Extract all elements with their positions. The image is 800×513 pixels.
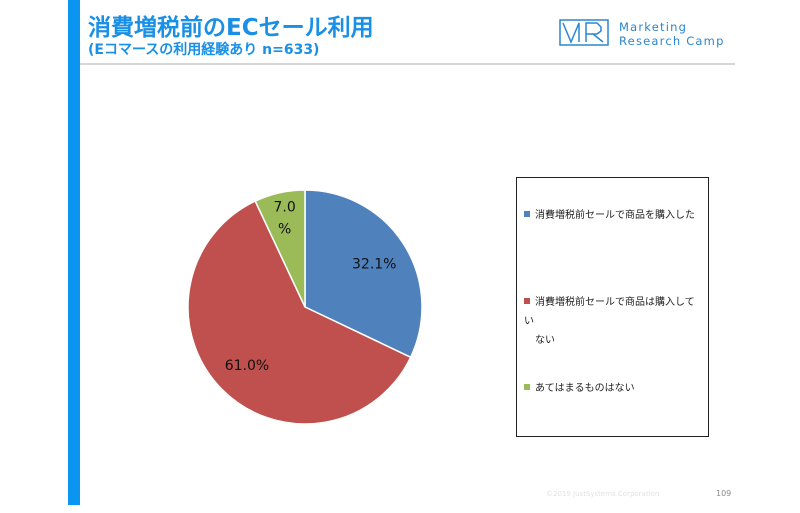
legend-label: 消費増税前セールで商品を購入した: [535, 210, 695, 221]
legend-label-continued: ない: [535, 335, 555, 346]
legend-swatch: [524, 298, 530, 304]
legend-item-not-purchased: 消費増税前セールで商品は購入してい ない: [524, 293, 704, 350]
page-number: 109: [716, 489, 732, 498]
chart-legend: 消費増税前セールで商品を購入した 消費増税前セールで商品は購入してい ない あて…: [516, 177, 709, 437]
pie-slice-purchased: [304, 189, 423, 359]
legend-item-none: あてはまるものはない: [524, 379, 704, 398]
logo: Marketing Research Camp: [559, 19, 734, 49]
page-title: 消費増税前のECセール利用: [88, 15, 374, 41]
legend-item-purchased: 消費増税前セールで商品を購入した: [524, 206, 704, 225]
header-divider: [80, 63, 735, 65]
legend-label: あてはまるものはない: [535, 383, 635, 394]
legend-label: 消費増税前セールで商品は購入してい: [524, 297, 695, 327]
legend-swatch: [524, 211, 530, 217]
footer-copyright: ©2019 JustSystems Corporation: [546, 490, 660, 498]
left-accent-bar: [68, 0, 80, 505]
pie-chart: 32.1% 61.0% 7.0%: [187, 189, 423, 425]
legend-swatch: [524, 384, 530, 390]
data-label-none: 7.0%: [273, 200, 295, 238]
page-subtitle: (Eコマースの利用経験あり n=633): [88, 42, 320, 58]
pie-slice-not-purchased: [187, 200, 412, 425]
logo-line-2: Research Camp: [619, 34, 725, 48]
logo-mark-icon: [559, 19, 609, 46]
pie-slice-none: [254, 189, 306, 308]
logo-line-1: Marketing: [619, 20, 688, 34]
logo-text: Marketing Research Camp: [619, 20, 725, 48]
data-label-not-purchased: 61.0%: [225, 358, 269, 374]
data-label-purchased: 32.1%: [352, 256, 396, 272]
